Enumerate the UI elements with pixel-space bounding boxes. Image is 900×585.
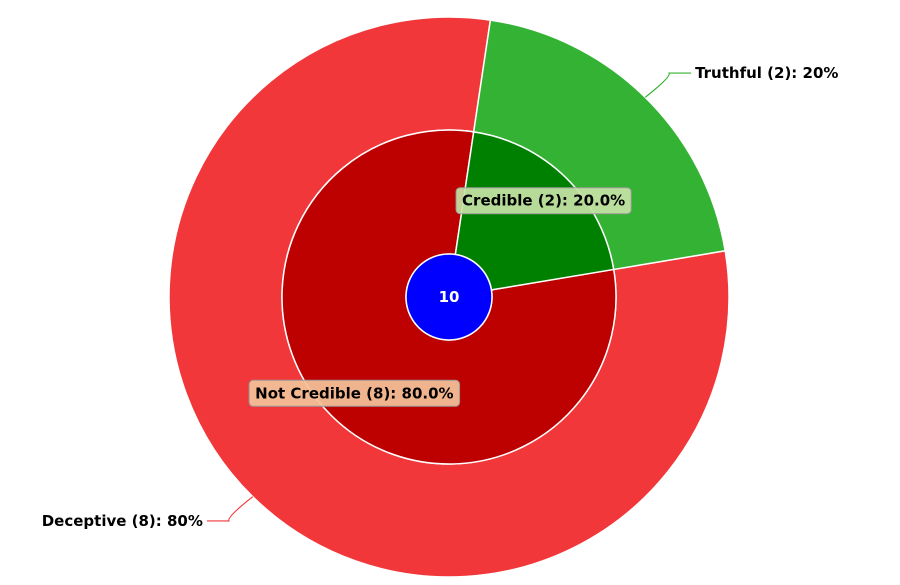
center-total-label: 10 — [439, 288, 460, 306]
center-node[interactable]: 10 — [405, 253, 493, 341]
outer-label-truthful: Truthful (2): 20% — [695, 64, 838, 82]
inner-labels: Not Credible (8): 80.0% Credible (2): 20.… — [248, 187, 632, 407]
leader-line-deceptive — [206, 496, 254, 522]
outer-labels: Deceptive (8): 80% Truthful (2): 20% — [42, 64, 839, 530]
inner-label-text-not-credible: Not Credible (8): 80.0% — [255, 384, 453, 402]
inner-label-not-credible: Not Credible (8): 80.0% — [248, 379, 461, 407]
leader-lines — [206, 72, 692, 522]
inner-label-text-credible: Credible (2): 20.0% — [462, 192, 625, 210]
inner-label-box-not-credible — [248, 379, 461, 407]
center-circle[interactable] — [405, 253, 493, 341]
inner-label-credible: Credible (2): 20.0% — [455, 187, 632, 215]
outer-label-deceptive: Deceptive (8): 80% — [42, 512, 203, 530]
inner-label-box-credible — [455, 187, 632, 215]
leader-line-truthful — [644, 72, 692, 98]
